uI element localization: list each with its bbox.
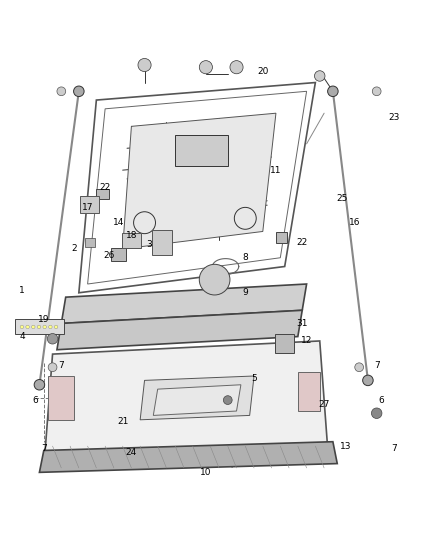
Circle shape <box>363 375 373 386</box>
Circle shape <box>199 61 212 74</box>
Text: 9: 9 <box>242 288 248 297</box>
Circle shape <box>230 61 243 74</box>
Circle shape <box>138 59 151 71</box>
Text: 7: 7 <box>374 360 380 369</box>
Polygon shape <box>153 385 241 415</box>
Circle shape <box>223 395 232 405</box>
Circle shape <box>20 325 24 329</box>
Polygon shape <box>57 310 302 350</box>
FancyBboxPatch shape <box>298 372 320 411</box>
Circle shape <box>328 86 338 96</box>
Circle shape <box>26 325 29 329</box>
Text: 26: 26 <box>104 251 115 260</box>
Circle shape <box>199 264 230 295</box>
Text: 1: 1 <box>19 286 25 295</box>
Circle shape <box>371 408 382 418</box>
Text: 6: 6 <box>378 395 384 405</box>
Polygon shape <box>140 376 254 420</box>
Circle shape <box>74 86 84 96</box>
Text: 31: 31 <box>297 319 308 328</box>
Text: 7: 7 <box>391 444 397 453</box>
Circle shape <box>47 334 58 344</box>
Text: 19: 19 <box>38 314 49 324</box>
Text: 4: 4 <box>19 332 25 341</box>
Text: 17: 17 <box>82 203 93 212</box>
Circle shape <box>32 325 35 329</box>
Text: 25: 25 <box>336 194 347 203</box>
Circle shape <box>355 363 364 372</box>
Text: 16: 16 <box>349 218 360 227</box>
Text: 27: 27 <box>318 400 330 409</box>
FancyBboxPatch shape <box>48 376 74 420</box>
Circle shape <box>54 325 58 329</box>
Circle shape <box>43 325 46 329</box>
FancyBboxPatch shape <box>96 189 109 199</box>
Text: 18: 18 <box>126 231 137 240</box>
Text: 12: 12 <box>301 336 312 345</box>
FancyBboxPatch shape <box>276 232 287 243</box>
Text: 8: 8 <box>242 253 248 262</box>
Text: 20: 20 <box>257 67 268 76</box>
FancyBboxPatch shape <box>175 135 228 166</box>
FancyBboxPatch shape <box>85 238 95 247</box>
Circle shape <box>372 87 381 96</box>
Text: 22: 22 <box>99 183 111 192</box>
Text: 6: 6 <box>32 395 38 405</box>
FancyBboxPatch shape <box>122 233 141 248</box>
Circle shape <box>314 71 325 81</box>
Polygon shape <box>123 113 276 249</box>
Text: 13: 13 <box>340 441 352 450</box>
Text: 14: 14 <box>113 218 124 227</box>
Text: 23: 23 <box>389 113 400 122</box>
Text: 2: 2 <box>72 245 77 254</box>
Text: 22: 22 <box>297 238 308 247</box>
Text: 3: 3 <box>146 240 152 249</box>
FancyBboxPatch shape <box>15 319 64 334</box>
Polygon shape <box>39 442 337 472</box>
Text: 11: 11 <box>270 166 282 175</box>
Circle shape <box>48 363 57 372</box>
Polygon shape <box>44 341 328 468</box>
Text: 7: 7 <box>58 360 64 369</box>
FancyBboxPatch shape <box>152 230 172 255</box>
Polygon shape <box>61 284 307 324</box>
Text: 24: 24 <box>126 448 137 457</box>
FancyBboxPatch shape <box>80 196 99 213</box>
Text: 21: 21 <box>117 417 128 426</box>
Text: 7: 7 <box>41 444 47 453</box>
Circle shape <box>34 379 45 390</box>
Circle shape <box>57 87 66 96</box>
Text: 10: 10 <box>200 468 212 477</box>
FancyBboxPatch shape <box>275 334 294 353</box>
Circle shape <box>49 325 52 329</box>
FancyBboxPatch shape <box>111 248 126 261</box>
Circle shape <box>37 325 41 329</box>
Text: 5: 5 <box>251 374 257 383</box>
